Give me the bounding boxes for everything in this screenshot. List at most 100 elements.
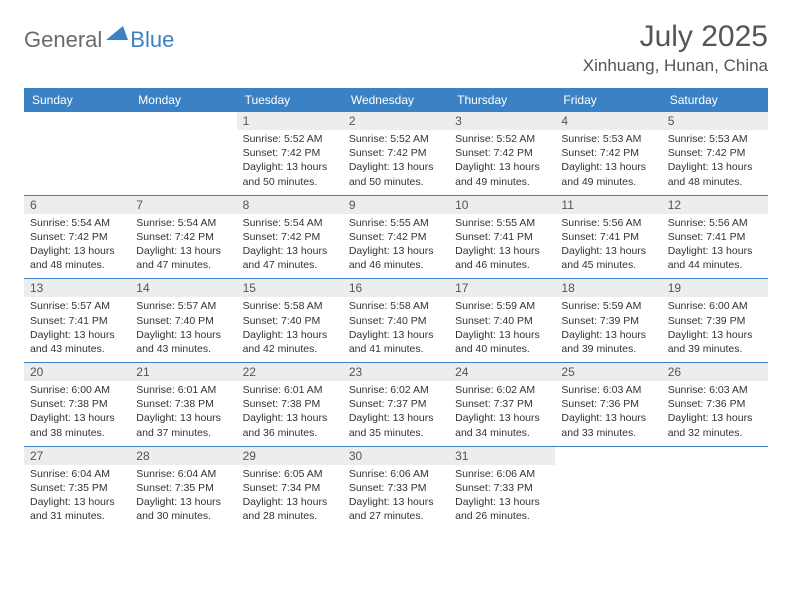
- day-number: 18: [555, 279, 661, 297]
- weeks-container: ....1Sunrise: 5:52 AMSunset: 7:42 PMDayl…: [24, 112, 768, 529]
- day-number: 6: [24, 196, 130, 214]
- day-number: 8: [237, 196, 343, 214]
- day-cell: ..: [662, 447, 768, 530]
- day-cell: 26Sunrise: 6:03 AMSunset: 7:36 PMDayligh…: [662, 363, 768, 446]
- day-number: 23: [343, 363, 449, 381]
- day-number: 30: [343, 447, 449, 465]
- day-cell: 19Sunrise: 6:00 AMSunset: 7:39 PMDayligh…: [662, 279, 768, 362]
- week-row: 27Sunrise: 6:04 AMSunset: 7:35 PMDayligh…: [24, 446, 768, 530]
- day-number: 9: [343, 196, 449, 214]
- day-number: 19: [662, 279, 768, 297]
- day-body: Sunrise: 5:55 AMSunset: 7:41 PMDaylight:…: [449, 214, 555, 279]
- day-cell: 6Sunrise: 5:54 AMSunset: 7:42 PMDaylight…: [24, 196, 130, 279]
- day-number: 4: [555, 112, 661, 130]
- day-cell: 16Sunrise: 5:58 AMSunset: 7:40 PMDayligh…: [343, 279, 449, 362]
- day-number: 22: [237, 363, 343, 381]
- day-header: Saturday: [662, 88, 768, 112]
- day-cell: 29Sunrise: 6:05 AMSunset: 7:34 PMDayligh…: [237, 447, 343, 530]
- day-header-row: SundayMondayTuesdayWednesdayThursdayFrid…: [24, 88, 768, 112]
- week-row: 20Sunrise: 6:00 AMSunset: 7:38 PMDayligh…: [24, 362, 768, 446]
- day-cell: 1Sunrise: 5:52 AMSunset: 7:42 PMDaylight…: [237, 112, 343, 195]
- day-number: 16: [343, 279, 449, 297]
- day-body: Sunrise: 6:00 AMSunset: 7:38 PMDaylight:…: [24, 381, 130, 446]
- day-body: Sunrise: 6:02 AMSunset: 7:37 PMDaylight:…: [343, 381, 449, 446]
- week-row: 13Sunrise: 5:57 AMSunset: 7:41 PMDayligh…: [24, 278, 768, 362]
- calendar-grid: SundayMondayTuesdayWednesdayThursdayFrid…: [24, 88, 768, 529]
- day-cell: 24Sunrise: 6:02 AMSunset: 7:37 PMDayligh…: [449, 363, 555, 446]
- day-cell: 12Sunrise: 5:56 AMSunset: 7:41 PMDayligh…: [662, 196, 768, 279]
- day-header: Monday: [130, 88, 236, 112]
- day-number: 3: [449, 112, 555, 130]
- day-header: Sunday: [24, 88, 130, 112]
- day-number: 29: [237, 447, 343, 465]
- day-body: Sunrise: 5:58 AMSunset: 7:40 PMDaylight:…: [343, 297, 449, 362]
- location: Xinhuang, Hunan, China: [583, 56, 768, 76]
- day-cell: 11Sunrise: 5:56 AMSunset: 7:41 PMDayligh…: [555, 196, 661, 279]
- day-cell: 14Sunrise: 5:57 AMSunset: 7:40 PMDayligh…: [130, 279, 236, 362]
- day-body: Sunrise: 5:52 AMSunset: 7:42 PMDaylight:…: [449, 130, 555, 195]
- day-body: Sunrise: 5:52 AMSunset: 7:42 PMDaylight:…: [343, 130, 449, 195]
- day-cell: 30Sunrise: 6:06 AMSunset: 7:33 PMDayligh…: [343, 447, 449, 530]
- day-cell: 23Sunrise: 6:02 AMSunset: 7:37 PMDayligh…: [343, 363, 449, 446]
- day-cell: 20Sunrise: 6:00 AMSunset: 7:38 PMDayligh…: [24, 363, 130, 446]
- calendar-page: General Blue July 2025 Xinhuang, Hunan, …: [0, 0, 792, 549]
- day-cell: 10Sunrise: 5:55 AMSunset: 7:41 PMDayligh…: [449, 196, 555, 279]
- day-body: Sunrise: 5:59 AMSunset: 7:39 PMDaylight:…: [555, 297, 661, 362]
- day-body: Sunrise: 5:57 AMSunset: 7:41 PMDaylight:…: [24, 297, 130, 362]
- day-body: Sunrise: 6:03 AMSunset: 7:36 PMDaylight:…: [662, 381, 768, 446]
- day-number: 1: [237, 112, 343, 130]
- day-number: 25: [555, 363, 661, 381]
- day-number: 13: [24, 279, 130, 297]
- day-number: 26: [662, 363, 768, 381]
- day-number: 17: [449, 279, 555, 297]
- day-header: Friday: [555, 88, 661, 112]
- day-number: 12: [662, 196, 768, 214]
- day-header: Thursday: [449, 88, 555, 112]
- logo-triangle-icon: [106, 26, 128, 45]
- day-cell: 2Sunrise: 5:52 AMSunset: 7:42 PMDaylight…: [343, 112, 449, 195]
- day-cell: 25Sunrise: 6:03 AMSunset: 7:36 PMDayligh…: [555, 363, 661, 446]
- logo-text-2: Blue: [130, 27, 174, 53]
- logo-text-1: General: [24, 27, 102, 53]
- day-cell: 8Sunrise: 5:54 AMSunset: 7:42 PMDaylight…: [237, 196, 343, 279]
- day-cell: 13Sunrise: 5:57 AMSunset: 7:41 PMDayligh…: [24, 279, 130, 362]
- day-number: 27: [24, 447, 130, 465]
- day-cell: 15Sunrise: 5:58 AMSunset: 7:40 PMDayligh…: [237, 279, 343, 362]
- day-body: Sunrise: 6:06 AMSunset: 7:33 PMDaylight:…: [343, 465, 449, 530]
- logo: General Blue: [24, 26, 174, 53]
- day-number: 11: [555, 196, 661, 214]
- day-body: Sunrise: 5:53 AMSunset: 7:42 PMDaylight:…: [555, 130, 661, 195]
- day-number: 15: [237, 279, 343, 297]
- day-cell: ..: [24, 112, 130, 195]
- header: General Blue July 2025 Xinhuang, Hunan, …: [24, 20, 768, 76]
- day-number: 5: [662, 112, 768, 130]
- day-body: Sunrise: 5:59 AMSunset: 7:40 PMDaylight:…: [449, 297, 555, 362]
- day-body: Sunrise: 6:06 AMSunset: 7:33 PMDaylight:…: [449, 465, 555, 530]
- day-body: Sunrise: 6:03 AMSunset: 7:36 PMDaylight:…: [555, 381, 661, 446]
- day-cell: 9Sunrise: 5:55 AMSunset: 7:42 PMDaylight…: [343, 196, 449, 279]
- day-body: Sunrise: 5:56 AMSunset: 7:41 PMDaylight:…: [662, 214, 768, 279]
- day-cell: ..: [555, 447, 661, 530]
- day-number: 31: [449, 447, 555, 465]
- day-body: Sunrise: 6:01 AMSunset: 7:38 PMDaylight:…: [130, 381, 236, 446]
- day-number: 2: [343, 112, 449, 130]
- day-number: 20: [24, 363, 130, 381]
- day-body: Sunrise: 6:00 AMSunset: 7:39 PMDaylight:…: [662, 297, 768, 362]
- day-cell: 17Sunrise: 5:59 AMSunset: 7:40 PMDayligh…: [449, 279, 555, 362]
- day-number: 24: [449, 363, 555, 381]
- day-cell: 5Sunrise: 5:53 AMSunset: 7:42 PMDaylight…: [662, 112, 768, 195]
- day-cell: 4Sunrise: 5:53 AMSunset: 7:42 PMDaylight…: [555, 112, 661, 195]
- day-number: 7: [130, 196, 236, 214]
- title-block: July 2025 Xinhuang, Hunan, China: [583, 20, 768, 76]
- day-body: Sunrise: 6:01 AMSunset: 7:38 PMDaylight:…: [237, 381, 343, 446]
- day-cell: 7Sunrise: 5:54 AMSunset: 7:42 PMDaylight…: [130, 196, 236, 279]
- day-header: Tuesday: [237, 88, 343, 112]
- day-number: 21: [130, 363, 236, 381]
- day-body: Sunrise: 5:53 AMSunset: 7:42 PMDaylight:…: [662, 130, 768, 195]
- day-header: Wednesday: [343, 88, 449, 112]
- day-cell: 3Sunrise: 5:52 AMSunset: 7:42 PMDaylight…: [449, 112, 555, 195]
- day-cell: 21Sunrise: 6:01 AMSunset: 7:38 PMDayligh…: [130, 363, 236, 446]
- week-row: 6Sunrise: 5:54 AMSunset: 7:42 PMDaylight…: [24, 195, 768, 279]
- day-cell: 27Sunrise: 6:04 AMSunset: 7:35 PMDayligh…: [24, 447, 130, 530]
- week-row: ....1Sunrise: 5:52 AMSunset: 7:42 PMDayl…: [24, 112, 768, 195]
